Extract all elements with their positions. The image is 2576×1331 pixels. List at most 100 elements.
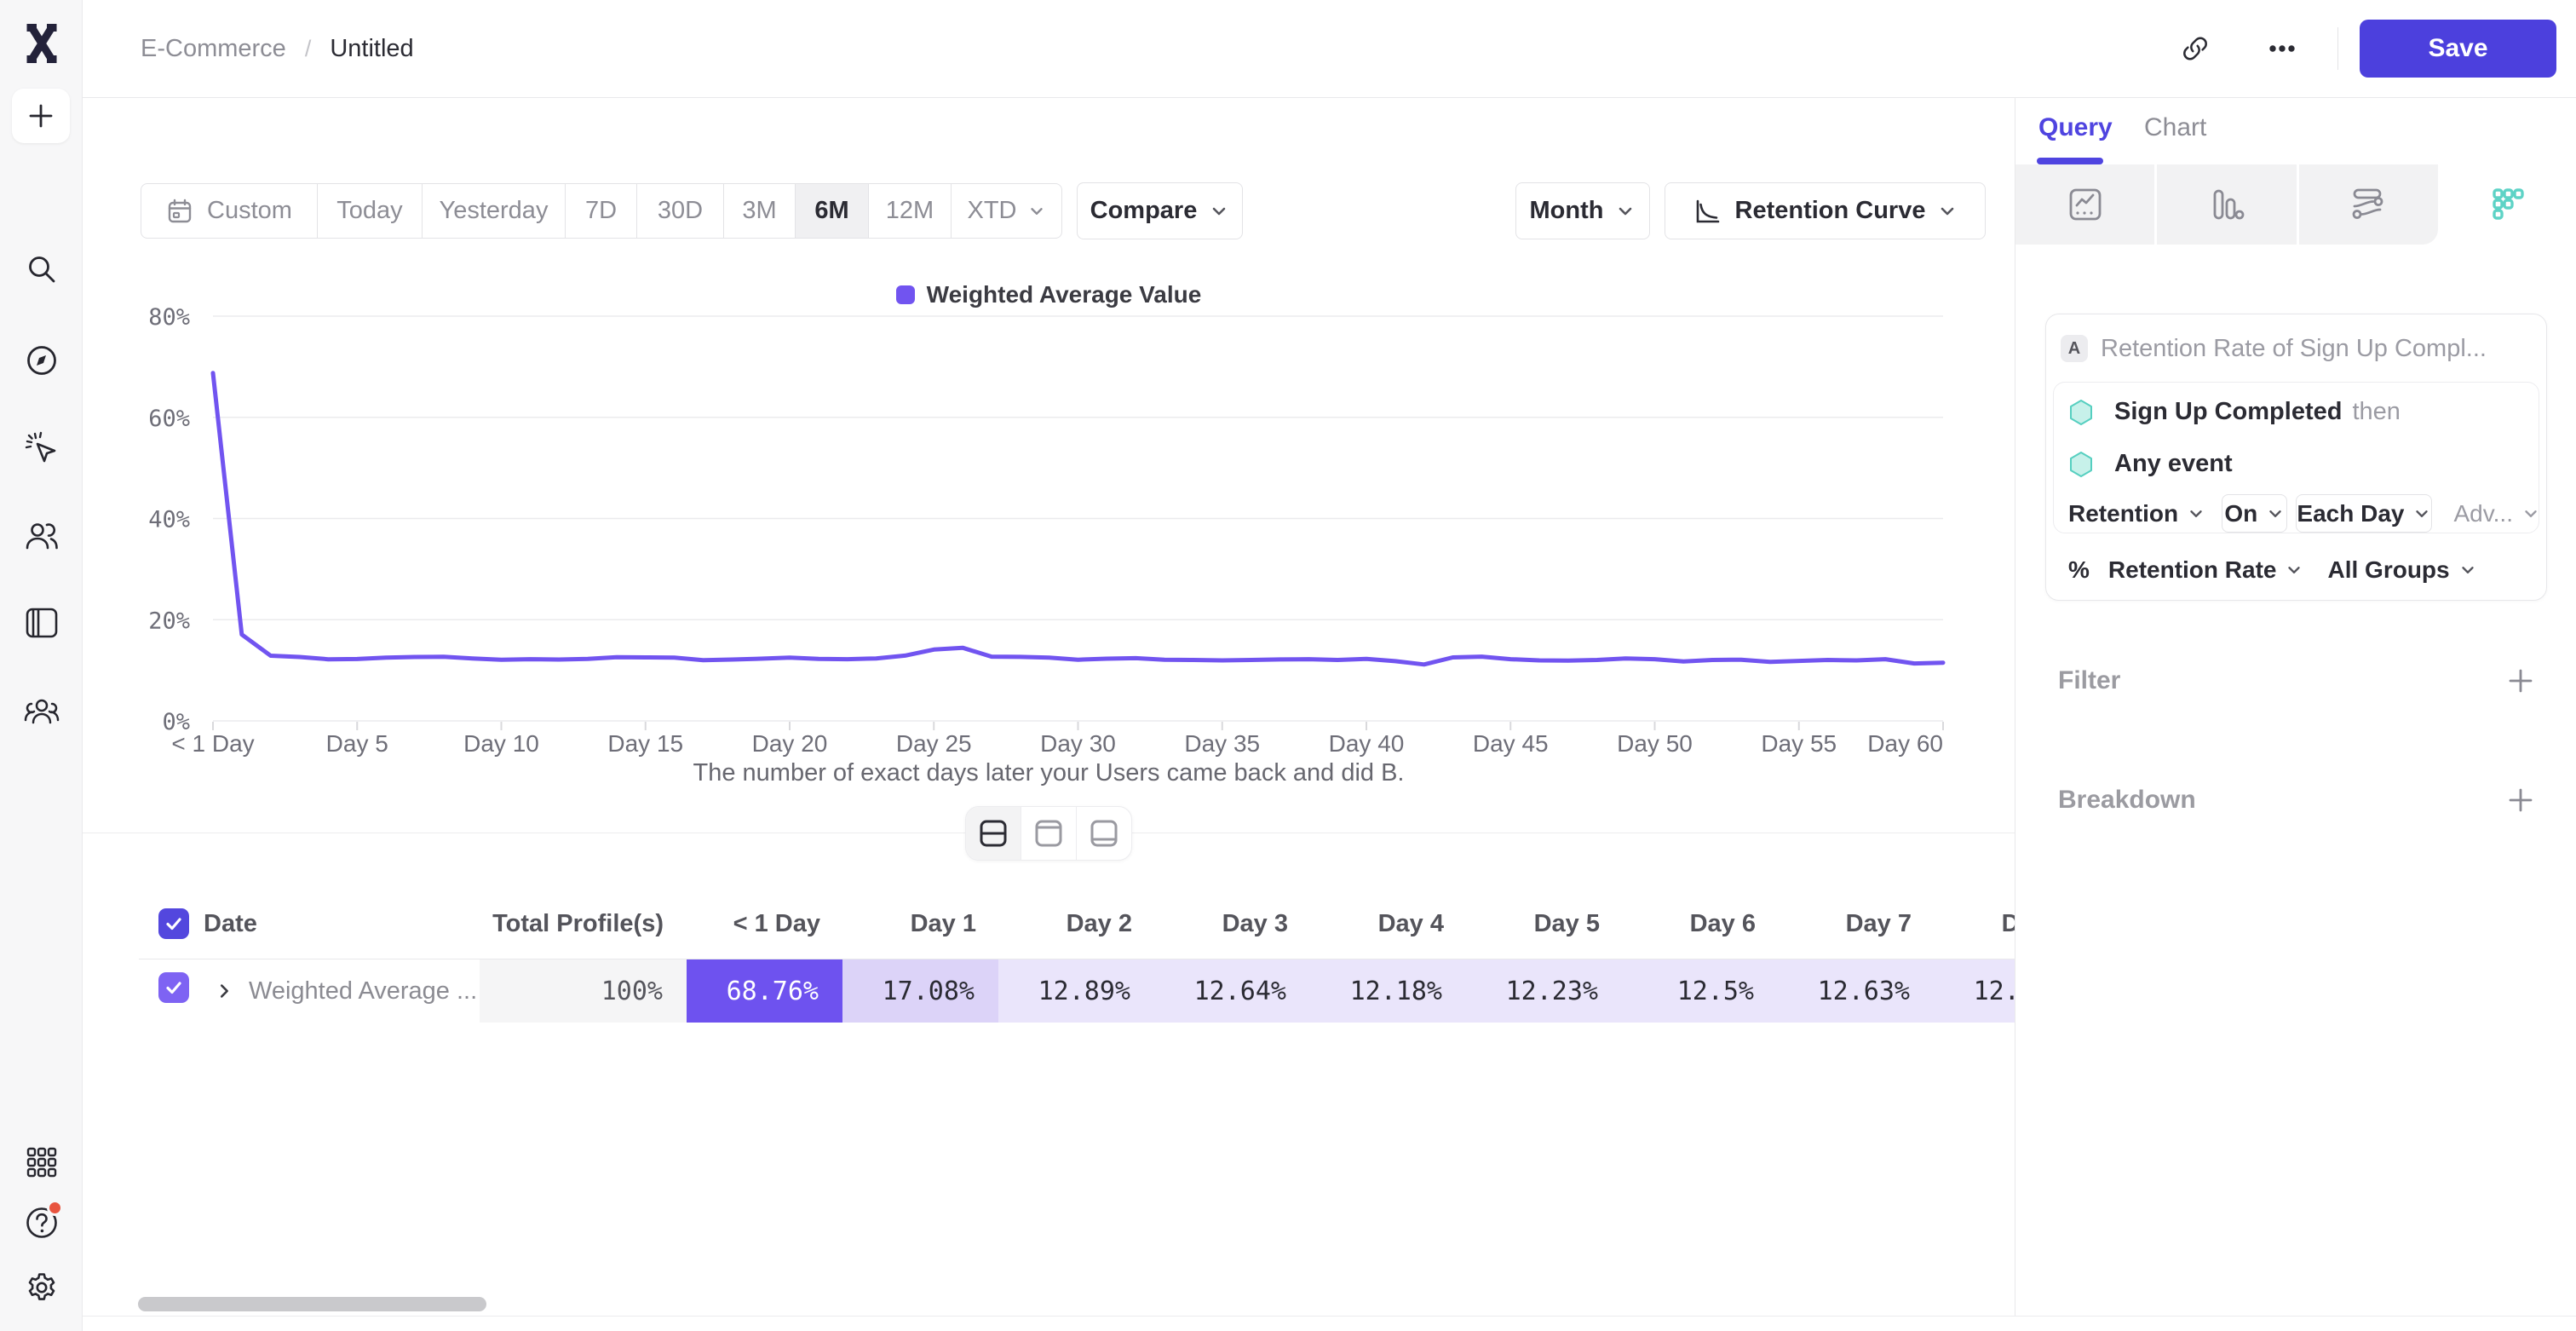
- sidebar-item-search[interactable]: [0, 252, 83, 286]
- range-label: 30D: [657, 197, 704, 224]
- add-filter-button[interactable]: [2506, 666, 2535, 695]
- cell-day-2[interactable]: 12.89%: [998, 959, 1154, 1023]
- table-view-icon: [1090, 820, 1118, 847]
- row-expander-chevron[interactable]: [207, 959, 241, 1023]
- cell-total-profiles[interactable]: 100%: [480, 959, 687, 1023]
- view-tab-retention[interactable]: [2437, 164, 2576, 245]
- group-dropdown[interactable]: All Groups: [2327, 556, 2450, 583]
- cell-day-4[interactable]: 12.18%: [1310, 959, 1466, 1023]
- compass-icon: [26, 346, 56, 375]
- chevron-down-icon: [2190, 510, 2202, 517]
- cell-day-3[interactable]: 12.64%: [1154, 959, 1310, 1023]
- more-menu-button[interactable]: [2252, 19, 2312, 78]
- event-row-second[interactable]: Any event: [2068, 450, 2233, 478]
- cell-day-1[interactable]: 17.08%: [842, 959, 998, 1023]
- event-row-first[interactable]: Sign Up Completed then: [2068, 398, 2401, 426]
- cell-day-8[interactable]: 12.66%: [1934, 959, 2015, 1023]
- sidebar-item-settings[interactable]: [0, 1270, 83, 1305]
- interval-dropdown[interactable]: Each Day: [2296, 494, 2433, 533]
- query-title[interactable]: Retention Rate of Sign Up Compl...: [2101, 334, 2487, 362]
- add-breakdown-button[interactable]: [2506, 786, 2535, 815]
- copy-link-button[interactable]: [2165, 19, 2225, 78]
- range-7d[interactable]: 7D: [566, 184, 637, 238]
- legend-label: Weighted Average Value: [926, 281, 1202, 308]
- view-tab-insights[interactable]: [2015, 164, 2158, 245]
- tab-query[interactable]: Query: [2038, 113, 2113, 141]
- filter-section: Filter: [2058, 664, 2535, 698]
- range-30d[interactable]: 30D: [637, 184, 724, 238]
- granularity-dropdown[interactable]: Month: [1515, 182, 1650, 239]
- column-header-date[interactable]: Date: [204, 909, 257, 937]
- breadcrumb-separator: /: [304, 35, 312, 61]
- column-header-day-5[interactable]: Day 5: [1533, 909, 1600, 937]
- column-header--1-day[interactable]: < 1 Day: [733, 909, 820, 937]
- sidebar-item-events[interactable]: [0, 431, 83, 465]
- y-axis-label: 60%: [148, 406, 190, 432]
- sidebar-item-cohorts[interactable]: [0, 695, 83, 729]
- query-events-box: Sign Up Completed then Any event Retenti…: [2053, 382, 2539, 533]
- range-xtd[interactable]: XTD: [952, 184, 1061, 238]
- row-checkbox[interactable]: [158, 972, 189, 1003]
- sidebar-item-help[interactable]: [0, 1200, 83, 1242]
- layout-split-button[interactable]: [966, 807, 1021, 860]
- chart-legend: Weighted Average Value: [83, 281, 2015, 308]
- breadcrumb-report-title[interactable]: Untitled: [330, 34, 414, 62]
- range-3m[interactable]: 3M: [724, 184, 796, 238]
- save-button[interactable]: Save: [2360, 20, 2556, 78]
- sidebar-item-apps[interactable]: [0, 1145, 83, 1179]
- layout-toggle: [965, 806, 1132, 861]
- cell-day-7[interactable]: 12.63%: [1778, 959, 1934, 1023]
- column-header-day-3[interactable]: Day 3: [1222, 909, 1288, 937]
- chevron-down-icon: [2525, 510, 2537, 517]
- sidebar-item-discover[interactable]: [0, 343, 83, 377]
- ellipsis-icon: [2269, 45, 2295, 52]
- create-button[interactable]: [12, 89, 70, 143]
- chart-type-label: Retention Curve: [1734, 197, 1926, 224]
- x-axis-label: Day 40: [1329, 730, 1405, 757]
- check-icon: [166, 982, 181, 994]
- query-panel: Query Chart: [2015, 98, 2576, 1317]
- tab-chart[interactable]: Chart: [2144, 113, 2207, 141]
- column-header-day-6[interactable]: Day 6: [1689, 909, 1756, 937]
- range-custom[interactable]: Custom: [141, 184, 318, 238]
- view-tab-flows[interactable]: [2298, 164, 2438, 245]
- date-range-selector: Custom Today Yesterday 7D 30D 3M 6M 12M XTD: [141, 183, 1062, 239]
- column-header-day-2[interactable]: Day 2: [1066, 909, 1132, 937]
- column-header-day-1[interactable]: Day 1: [910, 909, 976, 937]
- column-header-day-7[interactable]: Day 7: [1845, 909, 1912, 937]
- sidebar-item-boards[interactable]: [0, 606, 83, 640]
- measure-dropdown[interactable]: Retention: [2068, 500, 2205, 527]
- cell-day-6[interactable]: 12.5%: [1622, 959, 1778, 1023]
- view-tab-funnels[interactable]: [2157, 164, 2299, 245]
- mixpanel-logo[interactable]: [0, 20, 83, 66]
- layout-table-button[interactable]: [1077, 807, 1131, 860]
- x-axis-label: Day 35: [1184, 730, 1260, 757]
- range-6m[interactable]: 6M: [796, 184, 869, 238]
- breadcrumb: E-Commerce / Untitled: [141, 0, 414, 97]
- metric-dropdown[interactable]: Retention Rate: [2107, 556, 2277, 583]
- select-all-checkbox[interactable]: [158, 908, 189, 939]
- compare-button[interactable]: Compare: [1077, 182, 1243, 239]
- cell--1-day[interactable]: 68.76%: [687, 959, 842, 1023]
- column-header-day-8[interactable]: Day 8: [1934, 896, 2015, 952]
- horizontal-scrollbar[interactable]: [138, 1297, 486, 1311]
- help-icon: [26, 1207, 57, 1238]
- chart-type-dropdown[interactable]: Retention Curve: [1665, 182, 1986, 239]
- column-header-day-4[interactable]: Day 4: [1377, 909, 1444, 937]
- on-dropdown[interactable]: On: [2222, 494, 2288, 533]
- retention-line-chart[interactable]: 0% 20% 40% 60% 80% < 1 Day Day 5 Day 10 Day 15 Da…: [83, 98, 2015, 763]
- row-series-name[interactable]: Weighted Average ...: [249, 977, 478, 1005]
- range-12m[interactable]: 12M: [869, 184, 952, 238]
- range-label: 7D: [584, 197, 618, 224]
- advanced-dropdown[interactable]: Adv...: [2453, 500, 2540, 527]
- flows-icon: [2352, 188, 2383, 219]
- range-yesterday[interactable]: Yesterday: [423, 184, 566, 238]
- chevron-down-icon: [2269, 510, 2281, 517]
- layout-chart-button[interactable]: [1021, 807, 1077, 860]
- cell-day-5[interactable]: 12.23%: [1466, 959, 1622, 1023]
- column-header-total-profiles[interactable]: Total Profile(s): [492, 909, 664, 937]
- range-today[interactable]: Today: [318, 184, 423, 238]
- event-name: Sign Up Completed: [2114, 398, 2343, 425]
- sidebar-item-users[interactable]: [0, 519, 83, 553]
- breadcrumb-project[interactable]: E-Commerce: [141, 34, 286, 62]
